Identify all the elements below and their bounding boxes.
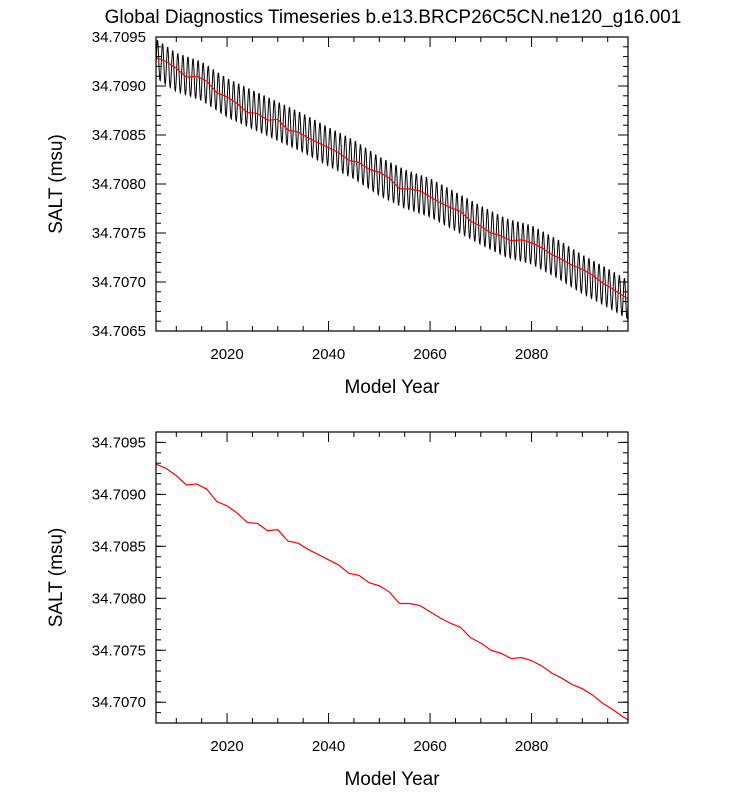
y-tick-label: 34.7095 xyxy=(92,434,146,451)
series-line-annual xyxy=(156,463,628,721)
x-tick-label: 2020 xyxy=(210,738,243,755)
y-tick-label: 34.7075 xyxy=(92,225,146,242)
y-tick-label: 34.7090 xyxy=(92,486,146,503)
x-tick-label: 2080 xyxy=(515,346,548,363)
y-tick-label: 34.7070 xyxy=(92,694,146,711)
y-tick-label: 34.7080 xyxy=(92,590,146,607)
y-tick-label: 34.7085 xyxy=(92,127,146,144)
x-axis-label: Model Year xyxy=(344,769,440,790)
plot-frame xyxy=(155,431,629,724)
y-axis-label: SALT (msu) xyxy=(46,528,67,628)
x-tick-label: 2080 xyxy=(515,738,548,755)
bottom-panel: 2020 2040 2060 2080 34.7070 34.7075 34.7080 34.… xyxy=(46,431,629,790)
y-axis-label: SALT (msu) xyxy=(46,134,67,234)
series-line-monthly xyxy=(156,39,628,320)
y-tick-label: 34.7070 xyxy=(92,274,146,291)
y-tick-label: 34.7090 xyxy=(92,78,146,95)
x-tick-label: 2020 xyxy=(210,346,243,363)
x-tick-label: 2060 xyxy=(413,346,446,363)
y-tick-label: 34.7095 xyxy=(92,29,146,46)
y-tick-label: 34.7075 xyxy=(92,642,146,659)
x-tick-label: 2040 xyxy=(312,346,345,363)
x-tick-label: 2040 xyxy=(312,738,345,755)
y-tick-label: 34.7065 xyxy=(92,323,146,340)
y-tick-label: 34.7080 xyxy=(92,176,146,193)
plot-area xyxy=(156,39,628,320)
x-tick-label: 2060 xyxy=(413,738,446,755)
y-tick-label: 34.7085 xyxy=(92,538,146,555)
series-line-annual xyxy=(156,57,628,300)
top-panel: 2020 2040 2060 2080 34.7065 34.7070 34.7075 34.… xyxy=(46,29,629,398)
plot-area xyxy=(156,463,628,721)
x-axis-label: Model Year xyxy=(344,377,440,398)
figure-title: Global Diagnostics Timeseries b.e13.BRCP… xyxy=(105,7,682,28)
